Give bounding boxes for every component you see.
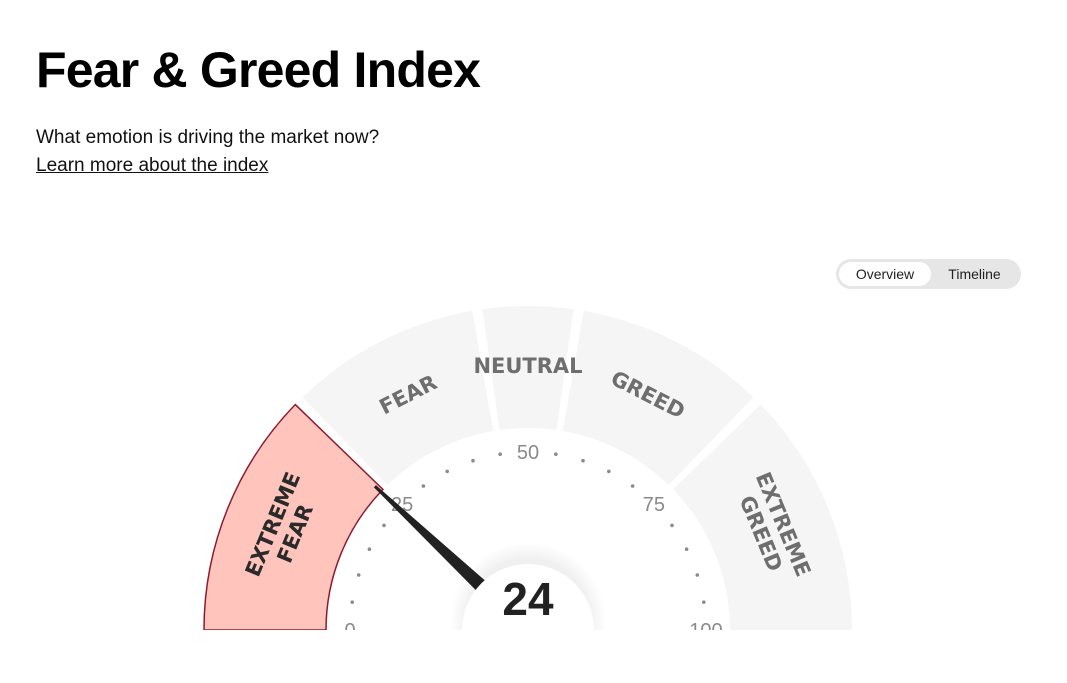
gauge-tick-dot (554, 452, 558, 456)
gauge-tick-dot (702, 600, 706, 604)
gauge-tick-dot (498, 452, 502, 456)
gauge-segment-extreme-fear (203, 403, 384, 631)
gauge-segment-neutral (482, 306, 574, 431)
page-subtitle: What emotion is driving the market now? (36, 127, 380, 148)
gauge-segment-fear (302, 310, 494, 485)
gauge-baseline-mask (0, 630, 1067, 683)
gauge-tick-dot (670, 523, 674, 528)
gauge-segment-greed (562, 310, 754, 485)
gauge-tick-dot (607, 469, 611, 474)
gauge-tick-dot (356, 573, 361, 577)
gauge-needle (373, 485, 493, 598)
gauge-label-neutral: NEUTRAL (473, 354, 582, 378)
page-title: Fear & Greed Index (36, 42, 481, 98)
gauge-tick-dot (421, 484, 426, 488)
gauge-segment-extreme-greed (673, 404, 852, 630)
gauge-tick-dot (581, 458, 585, 463)
gauge-tick-dot (684, 547, 689, 551)
gauge-value: 24 (502, 573, 554, 625)
gauge-tick-dot (471, 458, 475, 463)
gauge-tick-dot (350, 600, 354, 604)
toggle-overview[interactable]: Overview (839, 262, 931, 286)
gauge-tick-dot (382, 523, 386, 528)
toggle-timeline[interactable]: Timeline (948, 266, 1001, 282)
gauge-tick-dot (695, 573, 700, 577)
view-toggle: Overview Timeline (836, 259, 1021, 289)
gauge-tick-dot (445, 469, 449, 474)
gauge-tick-label: 50 (517, 442, 539, 464)
gauge-tick-label: 75 (643, 494, 665, 516)
learn-more-link[interactable]: Learn more about the index (36, 155, 269, 176)
gauge-tick-label: 25 (391, 494, 413, 516)
gauge-tick-dot (367, 547, 372, 551)
gauge-tick-dot (630, 484, 635, 488)
